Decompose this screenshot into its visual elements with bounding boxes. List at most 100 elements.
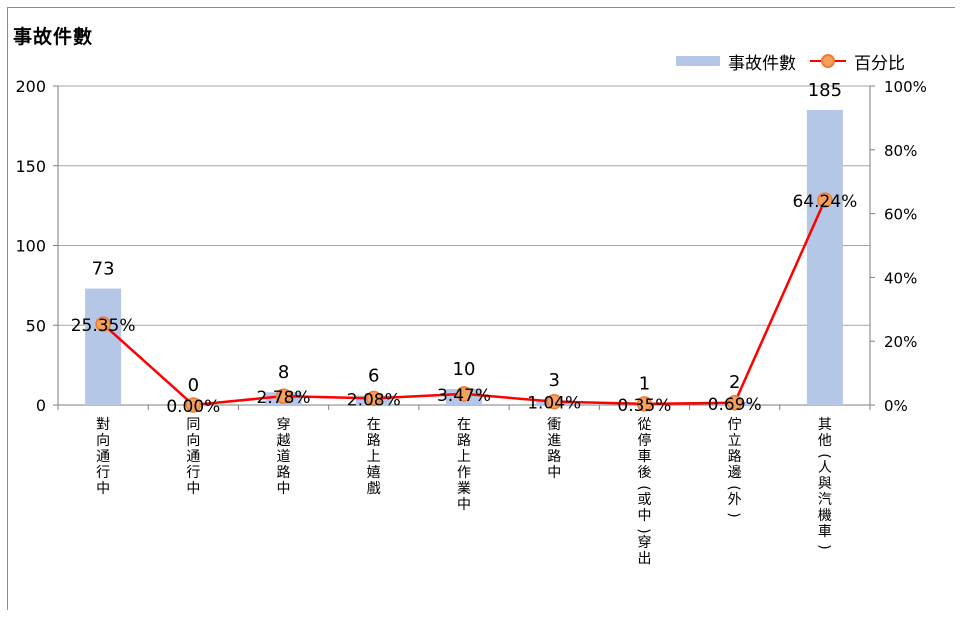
percent-label: 1.04%: [527, 394, 581, 414]
category-label-char: 通: [96, 449, 110, 465]
bar-value-label: 2: [729, 372, 740, 393]
category-label-char: 或: [637, 492, 651, 508]
category-label-char: (: [816, 453, 832, 458]
left-tick-label: 0: [36, 396, 46, 415]
percent-label: 2.08%: [347, 390, 401, 410]
right-tick-label: 80%: [884, 142, 917, 160]
category-label-char: 中: [637, 508, 651, 524]
category-label-char: 車: [818, 523, 832, 540]
category-label-char: (: [726, 485, 742, 490]
category-label-char: 中: [457, 497, 471, 513]
category-label-char: 他: [818, 433, 832, 449]
category-label-char: 佇: [728, 417, 742, 433]
percent-marker: [817, 192, 833, 208]
category-label-char: 行: [96, 465, 110, 481]
percent-marker: [546, 393, 562, 410]
legend-bar-swatch: [676, 56, 720, 66]
percent-marker: [275, 388, 292, 404]
category-label-char: 進: [547, 433, 561, 449]
category-label-char: ): [726, 512, 742, 517]
bar: [85, 288, 122, 405]
right-tick-label: 40%: [884, 269, 917, 287]
category-label-char: 與: [818, 476, 832, 492]
percent-label: 0.00%: [166, 397, 220, 417]
percent-marker: [185, 397, 202, 413]
legend-bar-label: 事故件數: [728, 53, 796, 74]
category-label-char: 邊: [728, 465, 742, 481]
bar-value-label: 8: [278, 362, 289, 383]
category-label-char: 其: [818, 417, 832, 433]
category-label-char: 在: [367, 417, 381, 433]
category-label-char: 衝: [547, 417, 561, 433]
category-label-char: 道: [277, 449, 291, 465]
percent-marker: [636, 396, 653, 412]
category-label-char: 嬉: [367, 465, 381, 481]
right-tick-label: 60%: [884, 206, 917, 224]
category-label-char: 穿: [277, 417, 291, 433]
category-label-char: 同: [186, 417, 200, 433]
category-label-char: 作: [457, 465, 471, 481]
left-tick-label: 100: [15, 237, 46, 256]
category-label-char: 越: [277, 433, 291, 449]
chart-frame: [7, 7, 955, 610]
bar-value-label: 185: [808, 80, 842, 101]
bar-value-label: 6: [368, 365, 379, 386]
category-label-char: ): [635, 528, 651, 533]
percent-label: 0.35%: [617, 396, 671, 416]
category-label-char: 中: [277, 481, 291, 497]
left-tick-label: 150: [15, 157, 46, 176]
category-label-char: 中: [547, 465, 561, 481]
percent-marker: [456, 386, 472, 402]
percent-label: 25.35%: [71, 316, 136, 336]
percent-label: 3.47%: [437, 386, 491, 406]
bar-value-label: 3: [548, 370, 559, 391]
legend-line-swatch: [810, 54, 846, 68]
bar-value-label: 0: [188, 375, 199, 396]
category-label-char: 路: [728, 449, 742, 465]
legend-item-line: 百分比: [810, 49, 905, 74]
bar-value-label: 1: [639, 373, 650, 394]
category-label-char: 戲: [367, 481, 381, 497]
chart-title: 事故件數: [13, 26, 94, 48]
right-tick-label: 100%: [884, 78, 927, 96]
category-label-char: 立: [728, 433, 742, 449]
category-label-char: 外: [728, 492, 742, 508]
bar-value-label: 73: [92, 259, 115, 280]
bar-value-label: 10: [453, 359, 476, 380]
left-tick-label: 50: [26, 316, 46, 335]
bar: [806, 109, 843, 406]
category-label-char: 後: [637, 465, 651, 481]
right-tick-label: 20%: [884, 333, 917, 351]
legend: 事故件數 百分比: [676, 49, 919, 74]
category-label-char: 在: [457, 417, 471, 433]
category-label-char: 中: [96, 481, 110, 497]
category-label-char: 路: [457, 433, 471, 449]
category-label-char: 出: [637, 551, 651, 567]
category-label-char: 路: [277, 465, 291, 481]
category-label-char: 上: [367, 449, 381, 465]
category-label-char: 停: [637, 432, 651, 449]
category-label-char: 人: [818, 460, 832, 476]
category-label-char: 從: [637, 417, 651, 433]
category-label-char: 汽: [818, 492, 832, 508]
category-label-char: (: [635, 485, 651, 490]
legend-line-label: 百分比: [854, 53, 905, 74]
category-label-char: 對: [96, 417, 110, 433]
category-label-char: 行: [186, 465, 200, 481]
left-tick-label: 200: [15, 77, 46, 96]
category-label-char: 車: [637, 448, 651, 465]
category-label-char: 機: [818, 508, 832, 524]
percent-label: 0.69%: [708, 395, 762, 415]
category-label-char: 穿: [637, 535, 651, 551]
percent-label: 2.78%: [257, 388, 311, 408]
